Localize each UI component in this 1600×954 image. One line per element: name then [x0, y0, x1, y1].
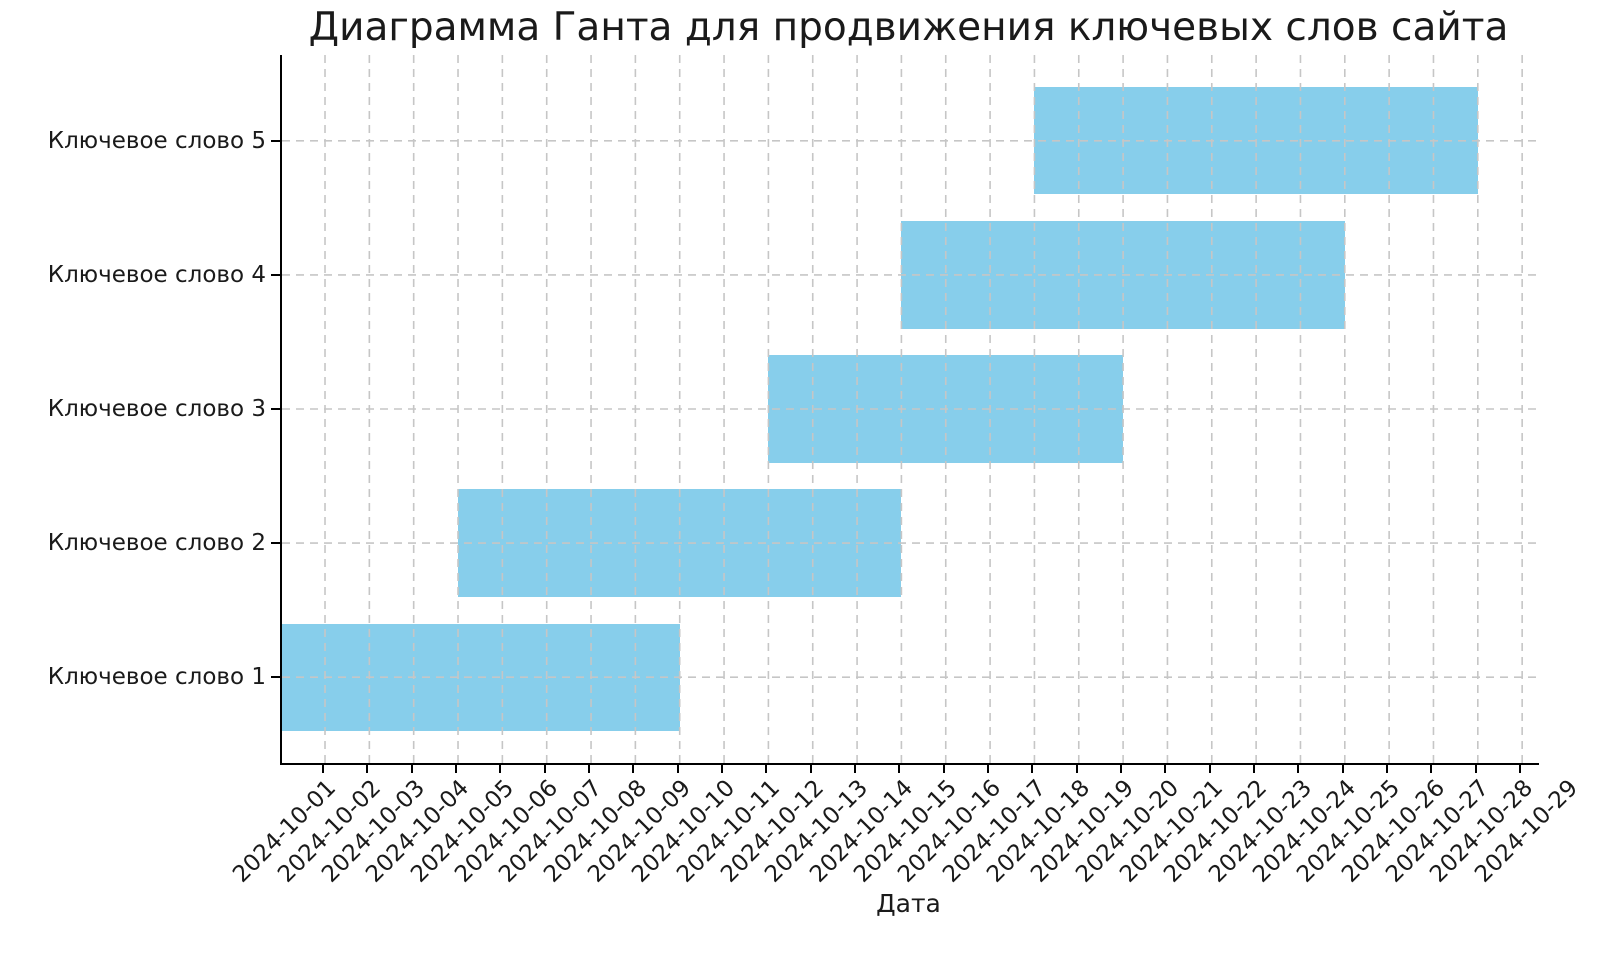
x-tick-mark [366, 765, 369, 773]
x-tick-mark [1208, 765, 1211, 773]
x-tick-mark [588, 765, 591, 773]
x-tick-mark [765, 765, 768, 773]
x-tick-mark [1519, 765, 1522, 773]
x-tick-mark [499, 765, 502, 773]
x-tick-mark [455, 765, 458, 773]
x-tick-mark [632, 765, 635, 773]
bars-layer [282, 55, 1539, 763]
x-tick-mark [1341, 765, 1344, 773]
y-tick-mark [271, 676, 280, 679]
x-tick-mark [721, 765, 724, 773]
x-tick-mark [854, 765, 857, 773]
x-tick-mark [898, 765, 901, 773]
y-tick-label: Ключевое слово 5 [47, 127, 266, 154]
chart-title: Диаграмма Ганта для продвижения ключевых… [308, 5, 1509, 50]
gantt-bar [282, 623, 680, 731]
gantt-bar [458, 489, 902, 597]
x-tick-mark [543, 765, 546, 773]
x-tick-mark [1386, 765, 1389, 773]
y-tick-mark [271, 408, 280, 410]
x-tick-mark [1430, 765, 1433, 773]
x-tick-mark [1297, 765, 1300, 773]
y-tick-label: Ключевое слово 3 [47, 396, 266, 422]
x-tick-mark [322, 765, 324, 773]
x-tick-mark [809, 765, 812, 773]
x-axis-label: Дата [876, 889, 941, 918]
gantt-bar [901, 221, 1345, 329]
x-tick-mark [942, 765, 945, 773]
y-tick-label: Ключевое слово 2 [47, 530, 266, 557]
y-tick-label: Ключевое слово 1 [47, 664, 266, 691]
y-tick-mark [271, 139, 280, 142]
y-tick-label: Ключевое слово 4 [47, 261, 266, 288]
plot-area [280, 55, 1539, 765]
y-tick-mark [271, 542, 280, 545]
x-tick-mark [676, 765, 679, 773]
x-tick-mark [1474, 765, 1477, 773]
gantt-bar [1034, 87, 1478, 195]
gantt-bar [768, 355, 1124, 463]
y-tick-mark [271, 273, 280, 276]
x-tick-mark [1164, 765, 1167, 773]
x-tick-mark [987, 765, 990, 773]
x-tick-mark [410, 765, 413, 773]
x-tick-mark [1253, 765, 1256, 773]
x-tick-mark [1075, 765, 1078, 773]
x-tick-mark [1120, 765, 1123, 773]
x-tick-mark [1031, 765, 1034, 773]
